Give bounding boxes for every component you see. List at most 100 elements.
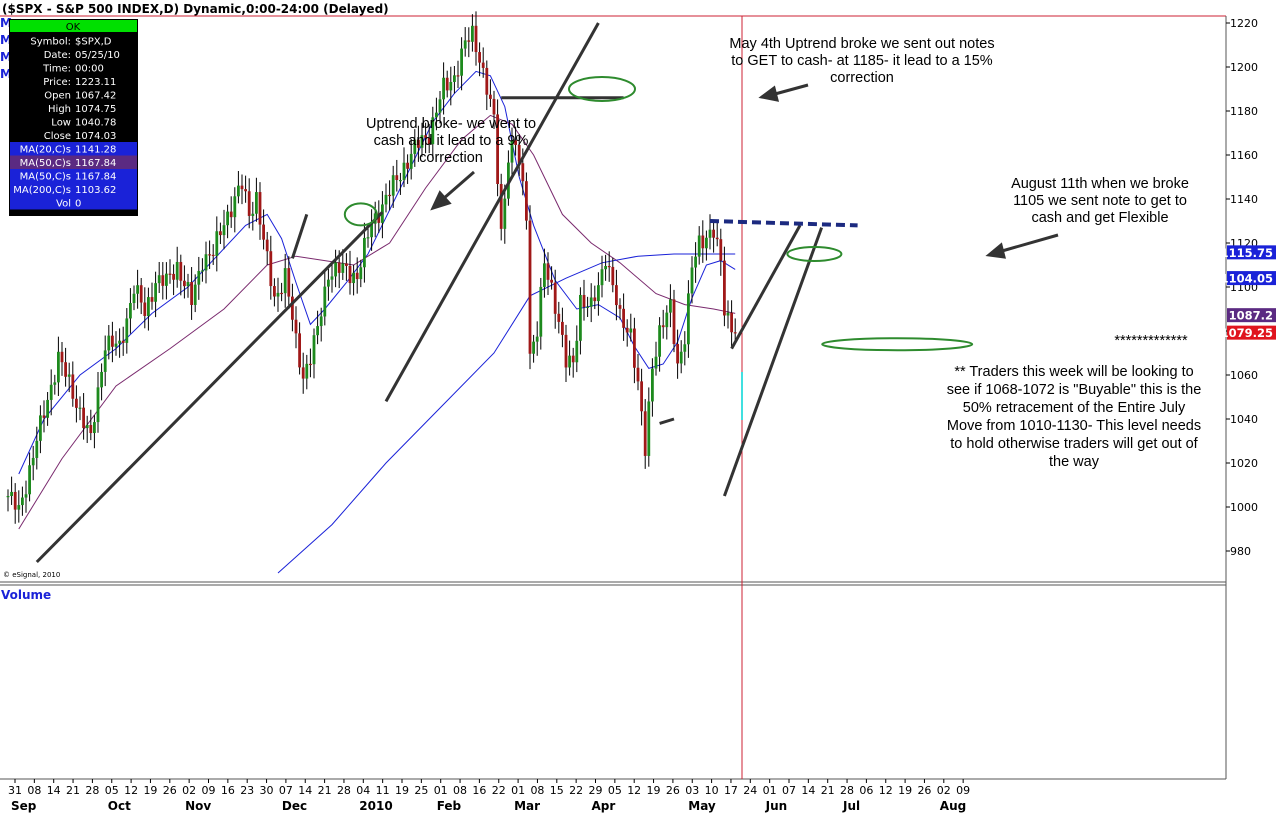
date-tick-label: 31 [8,784,22,797]
price-bar-body [615,285,618,306]
price-bar-body [255,192,258,214]
price-bar-body [147,297,150,316]
data-window-label: MA(50,C)s [20,158,71,169]
price-bar-body [93,422,96,434]
price-bar-body [24,494,28,498]
price-bar-body [399,179,402,182]
price-bar-body [330,276,334,280]
price-bar-body [377,213,381,223]
price-bar-body [179,261,183,281]
price-bar-body [543,263,546,287]
volume-label: Volume [1,588,51,602]
price-bar-body [345,263,348,266]
price-bar-body [13,491,17,510]
price-bar-body [683,344,687,352]
price-bar-body [391,175,395,196]
price-bar-body [67,374,71,377]
price-bar-body [359,267,363,280]
price-bar-body [474,25,478,53]
price-bar-body [445,77,449,91]
price-bar-body [384,194,388,205]
price-tick-label: 1220 [1230,17,1258,30]
price-bar-body [168,273,172,275]
price-tick-label: 1200 [1230,61,1258,74]
highlight-ellipse [821,337,974,352]
date-tick-label: 05 [105,784,119,797]
price-bar-body [291,296,294,320]
date-tick-label: 12 [627,784,641,797]
price-bar-body [600,269,604,286]
price-bar-body [496,114,499,184]
price-bar-body [316,326,319,336]
data-window-label: Date: [44,50,71,61]
price-bar-body [226,211,229,226]
trendline [722,227,824,497]
price-bar-body [442,77,445,100]
price-bar-body [409,153,413,169]
price-bar-body [348,265,352,284]
price-bar-body [420,135,424,148]
price-bar-body [478,52,481,63]
price-bar-body [726,312,730,316]
price-bar-body [719,239,723,261]
price-bar-body [240,185,244,190]
data-window-value: $SPX,D [75,37,112,48]
price-bar-body [535,336,539,342]
price-bar-body [165,273,168,286]
date-tick-label: 26 [666,784,680,797]
price-bar-body [337,262,341,273]
data-window-label: Open [44,91,71,102]
date-tick-label: 08 [530,784,544,797]
price-bar-body [427,137,431,145]
data-window-value: 1040.78 [75,118,116,129]
price-bar-body [247,191,251,216]
price-bar-body [471,25,474,42]
price-bar-body [161,275,165,286]
price-bar-body [388,194,391,197]
data-window-label: MA(50,C)s [20,172,71,183]
price-bar-body [107,335,111,351]
svg-text:correction: correction [830,70,894,86]
price-bar-body [629,328,633,333]
price-bar-body [661,325,665,328]
price-bar-body [262,224,265,240]
price-bar-body [622,308,625,328]
price-bar-body [528,220,532,354]
annotation-arrows [430,83,1059,259]
price-bar-body [597,285,600,302]
price-bar-body [532,341,535,354]
price-bar-body [201,270,204,272]
price-bar-body [186,282,190,287]
price-bar-body [57,351,60,383]
date-tick-label: 19 [898,784,912,797]
price-bar-body [89,424,93,434]
date-tick-label: 28 [85,784,99,797]
price-bar-body [485,67,489,95]
price-bar-body [193,284,197,305]
price-bar-body [211,254,215,257]
price-bar-body [233,196,237,218]
date-tick-label: 15 [550,784,564,797]
price-bar-body [39,415,42,441]
price-bar-body [172,273,175,280]
price-bar-body [402,162,406,180]
date-tick-label: 16 [472,784,486,797]
data-window-label: Vol [56,199,71,210]
price-bar-body [564,334,568,368]
price-tick-label: 980 [1230,545,1251,558]
data-window[interactable]: OK Symbol: $SPX,D Date: 05/25/10 Time: 00:00 P… [9,19,138,216]
price-bar-body [175,261,179,280]
price-bar-body [17,505,21,510]
price-tag: 1087.2 [1229,309,1273,323]
price-bar-body [636,367,640,382]
price-bar-body [118,340,121,344]
data-window-value: 1103.62 [75,185,116,196]
data-window-row-highlight [10,142,137,156]
price-bar-body [334,262,337,277]
svg-text:cash and it lead to a 9%: cash and it lead to a 9% [374,133,529,149]
trendline [384,22,600,403]
price-bar-body [215,231,219,256]
price-bar-body [449,81,453,91]
price-bar-body [294,319,298,334]
